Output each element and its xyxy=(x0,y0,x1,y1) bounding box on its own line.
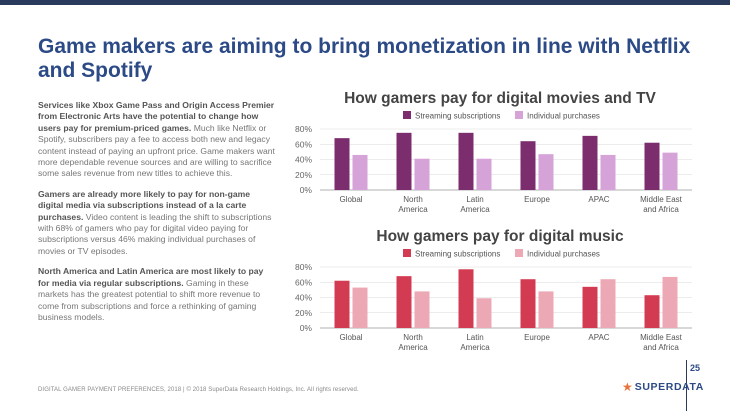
x-tick-label: APAC xyxy=(588,333,609,342)
paragraph-3: North America and Latin America are most… xyxy=(38,266,276,323)
bar-streaming-subscriptions-5 xyxy=(644,142,660,190)
bar-streaming-subscriptions-0 xyxy=(334,138,350,190)
bar-streaming-subscriptions-3 xyxy=(520,279,536,328)
y-tick-label: 20% xyxy=(295,170,312,180)
bar-individual-purchases-1 xyxy=(414,291,430,328)
star-icon: ★ xyxy=(622,380,633,394)
paragraph-1-lead: Services like Xbox Game Pass and Origin … xyxy=(38,100,275,133)
x-tick-label: Middle East and Africa xyxy=(640,333,683,352)
x-tick-label: Global xyxy=(339,333,362,342)
paragraph-1: Services like Xbox Game Pass and Origin … xyxy=(38,100,276,180)
bar-individual-purchases-0 xyxy=(352,154,368,190)
y-tick-label: 60% xyxy=(295,277,312,287)
y-tick-label: 80% xyxy=(295,262,312,272)
paragraph-2: Gamers are already more likely to pay fo… xyxy=(38,189,276,257)
bar-individual-purchases-4 xyxy=(600,279,616,328)
bar-individual-purchases-5 xyxy=(662,152,678,190)
bar-streaming-subscriptions-3 xyxy=(520,141,536,190)
bar-streaming-subscriptions-5 xyxy=(644,295,660,328)
legend-item-0: Streaming subscriptions xyxy=(403,249,500,259)
chart-movies-tv: Streaming subscriptions Individual purcha… xyxy=(295,111,692,214)
x-tick-label: Latin America xyxy=(460,195,490,214)
bar-individual-purchases-1 xyxy=(414,158,430,190)
legend-label: Streaming subscriptions xyxy=(415,112,500,121)
page-number: 25 xyxy=(690,363,701,373)
chart-music: Streaming subscriptions Individual purcha… xyxy=(295,249,692,352)
legend-item-1: Individual purchases xyxy=(515,249,600,259)
y-tick-label: 0% xyxy=(300,323,313,333)
legend-swatch xyxy=(515,111,523,119)
bar-streaming-subscriptions-0 xyxy=(334,280,350,328)
bar-individual-purchases-4 xyxy=(600,154,616,190)
x-tick-label: Europe xyxy=(524,195,550,204)
x-tick-label: North America xyxy=(398,195,428,214)
page-title: Game makers are aiming to bring monetiza… xyxy=(38,35,691,82)
x-tick-label: Middle East and Africa xyxy=(640,195,683,214)
paragraph-2-lead: Gamers are already more likely to pay fo… xyxy=(38,188,251,222)
y-tick-label: 20% xyxy=(295,308,312,318)
bar-streaming-subscriptions-2 xyxy=(458,269,474,328)
legend-label: Streaming subscriptions xyxy=(415,250,500,259)
legend-swatch xyxy=(403,249,411,257)
bar-streaming-subscriptions-2 xyxy=(458,132,474,190)
bar-individual-purchases-2 xyxy=(476,298,492,328)
paragraph-3-lead: North America and Latin America are most… xyxy=(38,266,264,288)
legend-swatch xyxy=(403,111,411,119)
legend-label: Individual purchases xyxy=(527,112,600,121)
logo-wordmark: SUPERDATA xyxy=(634,381,704,393)
footer-text: DIGITAL GAMER PAYMENT PREFERENCES, 2018 … xyxy=(38,387,359,393)
bar-streaming-subscriptions-4 xyxy=(582,135,598,190)
y-tick-label: 40% xyxy=(295,155,312,165)
body-text: Services like Xbox Game Pass and Origin … xyxy=(38,100,276,332)
x-tick-label: APAC xyxy=(588,195,609,204)
chart-1-title: How gamers pay for digital movies and TV xyxy=(344,90,656,107)
superdata-logo: ★ SUPERDATA xyxy=(622,381,704,393)
paragraph-3-text: Gaming in these markets has the greatest… xyxy=(38,277,261,322)
chart-2-title: How gamers pay for digital music xyxy=(376,228,624,245)
y-tick-label: 40% xyxy=(295,293,312,303)
bar-streaming-subscriptions-1 xyxy=(396,276,412,328)
x-tick-label: North America xyxy=(398,333,428,352)
page-number-rule xyxy=(686,360,687,411)
y-tick-label: 80% xyxy=(295,124,312,134)
legend-item-0: Streaming subscriptions xyxy=(403,111,500,121)
bar-streaming-subscriptions-4 xyxy=(582,286,598,328)
y-tick-label: 0% xyxy=(300,185,313,195)
bar-individual-purchases-2 xyxy=(476,158,492,190)
top-accent-bar xyxy=(0,0,730,5)
bar-individual-purchases-0 xyxy=(352,287,368,328)
legend-item-1: Individual purchases xyxy=(515,111,600,121)
legend-label: Individual purchases xyxy=(527,250,600,259)
bar-individual-purchases-3 xyxy=(538,291,554,328)
x-tick-label: Global xyxy=(339,195,362,204)
bar-streaming-subscriptions-1 xyxy=(396,132,412,190)
bar-individual-purchases-5 xyxy=(662,276,678,328)
y-tick-label: 60% xyxy=(295,139,312,149)
x-tick-label: Europe xyxy=(524,333,550,342)
bar-individual-purchases-3 xyxy=(538,154,554,190)
legend-swatch xyxy=(515,249,523,257)
x-tick-label: Latin America xyxy=(460,333,490,352)
paragraph-2-text: Video content is leading the shift to su… xyxy=(38,211,272,256)
paragraph-1-text: Much like Netflix or Spotify, subscriber… xyxy=(38,122,275,179)
